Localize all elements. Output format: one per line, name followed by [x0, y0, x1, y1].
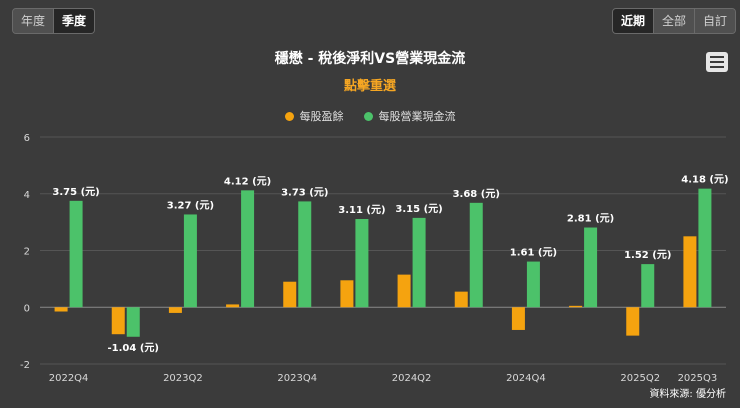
legend: 每股盈餘 每股營業現金流: [0, 108, 740, 124]
bar-ocf: [126, 307, 140, 337]
data-source: 資料來源: 優分析: [649, 389, 726, 400]
y-tick-label: 0: [24, 303, 30, 314]
bar-eps: [397, 274, 411, 308]
y-tick-label: -2: [20, 360, 30, 371]
x-tick-label: 2024Q4: [506, 373, 546, 384]
y-tick-label: 4: [24, 190, 30, 201]
x-tick-label: 2023Q2: [163, 373, 203, 384]
legend-dot-eps: [284, 111, 294, 121]
bar-eps: [283, 281, 297, 308]
y-tick-label: 6: [24, 133, 30, 144]
period-tab-quarterly[interactable]: 季度: [54, 9, 95, 33]
bar-ocf: [469, 202, 483, 308]
data-label-ocf: 1.52 (元): [624, 249, 671, 261]
bar-ocf: [412, 217, 426, 308]
hamburger-menu-icon[interactable]: [706, 52, 728, 72]
bar-ocf: [298, 201, 312, 308]
range-tab-custom[interactable]: 自訂: [694, 9, 735, 33]
bar-ocf: [526, 261, 540, 308]
data-label-ocf: 2.81 (元): [567, 213, 614, 225]
bar-eps: [683, 236, 697, 308]
data-label-ocf: 4.12 (元): [224, 175, 271, 187]
bar-eps: [569, 305, 583, 308]
bar-ocf: [241, 190, 255, 308]
x-tick-label: 2025Q2: [620, 373, 660, 384]
legend-dot-ocf: [363, 111, 373, 121]
bar-ocf: [641, 264, 655, 308]
range-toggle: 近期 全部 自訂: [611, 8, 736, 34]
period-toggle: 年度 季度: [12, 8, 96, 34]
legend-item-eps[interactable]: 每股盈餘: [284, 108, 344, 124]
data-label-ocf: 3.68 (元): [453, 188, 500, 200]
bar-eps: [111, 307, 125, 335]
data-label-ocf: 3.15 (元): [395, 203, 442, 215]
data-label-ocf: -1.04 (元): [108, 342, 159, 354]
bar-eps: [626, 307, 640, 336]
data-label-ocf: 4.18 (元): [681, 174, 728, 186]
data-label-ocf: 1.61 (元): [510, 247, 557, 259]
x-tick-label: 2024Q2: [392, 373, 432, 384]
data-label-ocf: 3.11 (元): [338, 204, 385, 216]
data-label-ocf: 3.75 (元): [52, 186, 99, 198]
legend-label-eps: 每股盈餘: [299, 110, 344, 123]
bar-eps: [340, 280, 354, 308]
bar-eps: [226, 304, 240, 308]
bar-eps: [511, 307, 525, 330]
data-label-ocf: 3.27 (元): [167, 199, 214, 211]
chart-title: 穩懋 - 稅後淨利VS營業現金流: [274, 51, 466, 67]
legend-item-ocf[interactable]: 每股營業現金流: [363, 108, 456, 124]
bar-eps: [54, 307, 68, 312]
x-tick-label: 2022Q4: [49, 373, 89, 384]
bar-ocf: [183, 214, 197, 308]
bar-ocf: [69, 200, 83, 308]
legend-label-ocf: 每股營業現金流: [378, 110, 456, 123]
bar-ocf: [355, 219, 369, 308]
bar-ocf: [584, 227, 598, 308]
range-tab-recent[interactable]: 近期: [612, 9, 654, 33]
data-label-ocf: 3.73 (元): [281, 186, 328, 198]
x-tick-label: 2023Q4: [277, 373, 317, 384]
chart-subtitle[interactable]: 點擊重選: [343, 79, 396, 94]
x-tick-label: 2025Q3: [678, 373, 718, 384]
period-tab-annual[interactable]: 年度: [13, 9, 55, 33]
bar-eps: [454, 291, 468, 308]
range-tab-all[interactable]: 全部: [653, 9, 695, 33]
y-tick-label: 2: [24, 247, 30, 258]
bar-ocf: [698, 188, 712, 308]
bar-eps: [168, 307, 182, 313]
